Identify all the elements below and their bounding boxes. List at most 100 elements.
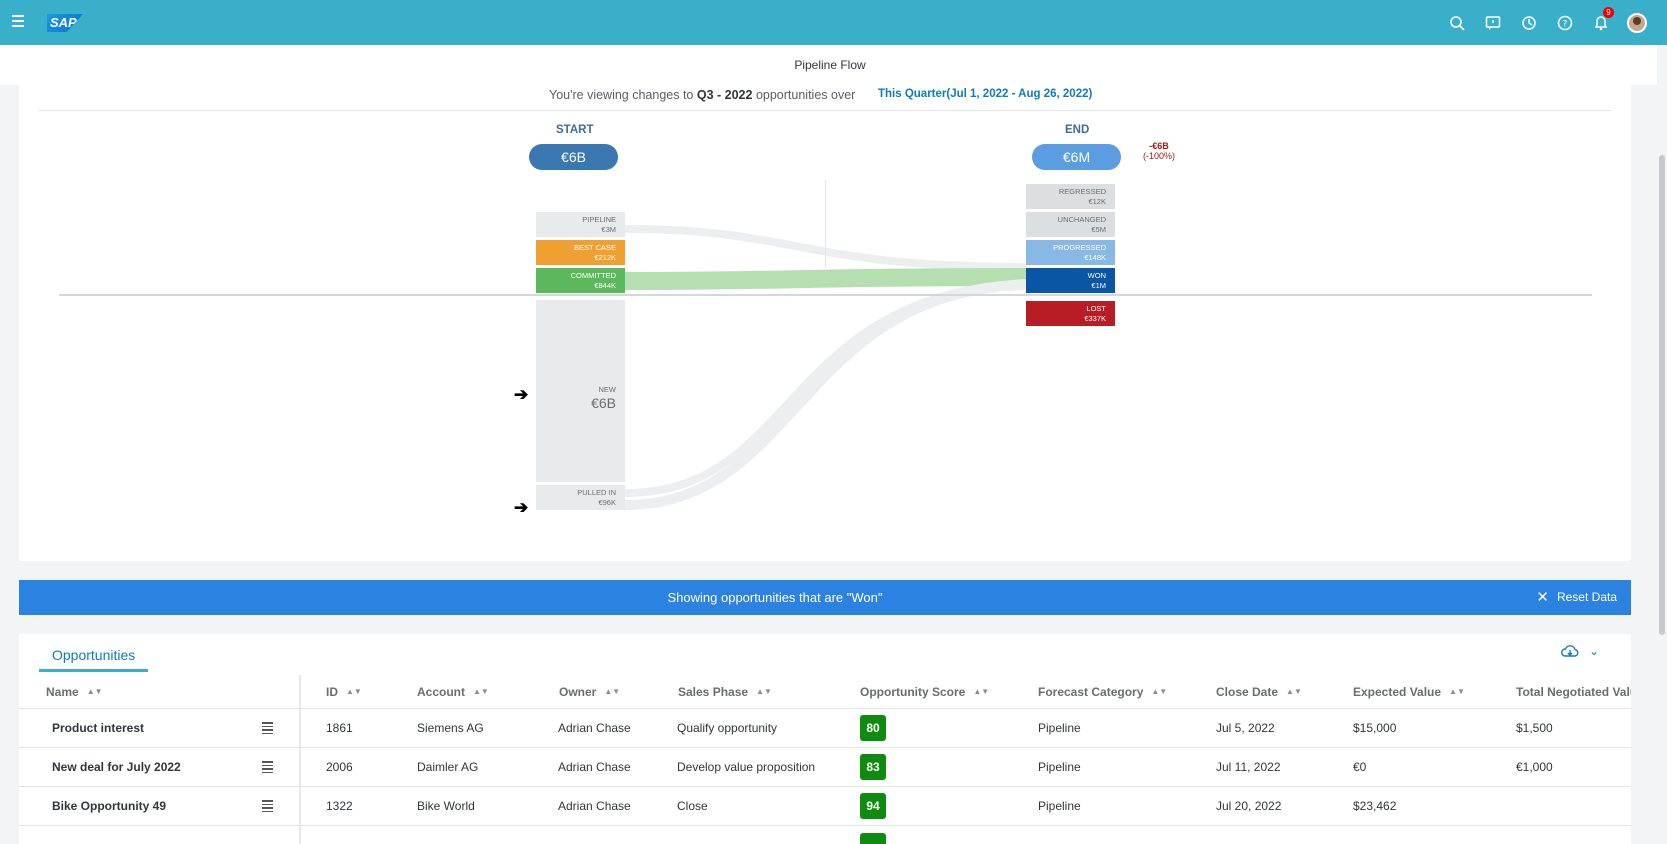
vertical-guide [825,180,826,268]
baseline [59,294,1592,296]
arrow-right-icon: ➔ [514,498,529,517]
flow-pulledin-to-unchanged [624,280,1028,510]
score-badge: 80 [860,715,886,741]
notification-count-badge: 9 [1603,7,1614,18]
sort-icon: ▲▼ [973,687,990,696]
row-name[interactable]: Bike Opportunity 49 [52,799,167,813]
viewing-prefix: You're viewing changes to [549,88,694,102]
notifications-bell-icon[interactable]: 9 [1591,7,1614,32]
table-row[interactable]: Product interest 1861 Siemens AG Adrian … [19,709,1631,748]
column-owner[interactable]: Owner ▲▼ [559,684,621,699]
user-avatar[interactable] [1627,12,1647,33]
column-name[interactable]: Name ▲▼ [46,684,103,699]
row-account: Daimler AG [417,760,479,774]
sort-icon: ▲▼ [1151,687,1168,696]
column-opportunity-score[interactable]: Opportunity Score ▲▼ [860,684,990,699]
node-pulled-in[interactable]: PULLED IN €96K [536,485,625,510]
sort-icon: ▲▼ [756,687,772,696]
row-negotiated-value: €1,000 [1516,760,1553,774]
sap-logo[interactable]: SAP [47,14,83,32]
row-forecast: Pipeline [1038,760,1081,774]
node-progressed[interactable]: PROGRESSED €148K [1026,240,1115,265]
sort-icon: ▲▼ [86,687,103,696]
flow-pipeline-to-unchanged [624,225,1028,271]
fixed-column-divider [299,675,301,844]
row-close-date: Jul 11, 2022 [1216,760,1281,774]
row-name[interactable]: New deal for July 2022 [52,760,181,774]
score-badge [860,833,886,844]
arrow-right-icon: ➔ [514,385,529,404]
chevron-down-icon[interactable]: ⌄ [1588,644,1599,658]
viewing-suffix: opportunities over [755,88,856,102]
row-account: Bike World [417,799,475,813]
node-lost[interactable]: LOST €337K [1026,301,1115,326]
row-id: 1861 [326,721,353,735]
column-close-date[interactable]: Close Date ▲▼ [1216,684,1302,699]
history-icon[interactable] [1519,13,1538,32]
delta-percent: (-100%) [1142,151,1175,161]
filter-message: Showing opportunities that are "Won" [667,590,883,605]
shell-bar: SAP ? 9 [0,0,1667,45]
page-title: Pipeline Flow [0,45,1660,85]
row-owner: Adrian Chase [558,721,631,735]
node-unchanged[interactable]: UNCHANGED €5M [1026,212,1115,237]
flow-committed-to-won [624,268,1028,290]
column-forecast-category[interactable]: Forecast Category ▲▼ [1038,684,1168,699]
viewing-summary: You're viewing changes to Q3 - 2022 oppo… [19,85,1631,111]
opportunities-card: Opportunities ⌄ Name ▲▼ ID ▲▼ Account ▲▼ Ow… [19,634,1631,844]
hamburger-menu-icon[interactable] [12,15,24,29]
flow-links [624,225,1028,510]
reset-data-button[interactable]: ✕ Reset Data [1536,580,1617,615]
download-cloud-icon[interactable] [1560,644,1579,661]
list-details-icon[interactable] [259,709,273,747]
column-total-negotiated-value[interactable]: Total Negotiated Value [1516,684,1631,699]
score-badge: 83 [860,754,886,780]
viewing-period: Q3 - 2022 [696,88,753,102]
column-expected-value[interactable]: Expected Value ▲▼ [1353,684,1465,699]
quarter-period-link[interactable]: This Quarter(Jul 1, 2022 - Aug 26, 2022) [878,88,1093,100]
scrollbar-thumb[interactable] [1659,155,1665,635]
node-pipeline[interactable]: PIPELINE €3M [536,212,625,237]
row-forecast: Pipeline [1038,721,1081,735]
table-row[interactable] [19,826,1631,844]
node-committed[interactable]: COMMITTED €844K [536,268,625,293]
row-sales-phase: Close [677,799,708,813]
row-close-date: Jul 5, 2022 [1216,721,1275,735]
table-row[interactable]: New deal for July 2022 2006 Daimler AG A… [19,748,1631,787]
row-name[interactable]: Product interest [52,721,145,735]
node-won[interactable]: WON €1M [1026,268,1115,293]
column-id[interactable]: ID ▲▼ [326,684,362,699]
feedback-icon[interactable] [1483,13,1502,32]
node-best-case[interactable]: BEST CASE €212K [536,240,625,265]
divider [38,110,1611,111]
flow-new-to-unchanged [624,279,1028,497]
row-close-date: Jul 20, 2022 [1216,799,1282,813]
help-icon[interactable]: ? [1555,13,1574,32]
filter-banner: Showing opportunities that are "Won" ✕ R… [19,580,1631,615]
row-expected-value: €0 [1353,760,1367,774]
tab-opportunities[interactable]: Opportunities [39,634,149,672]
list-details-icon[interactable] [259,787,273,825]
search-icon[interactable] [1447,13,1466,32]
row-negotiated-value: $1,500 [1516,721,1553,735]
row-owner: Adrian Chase [558,799,631,813]
sort-icon: ▲▼ [604,687,621,696]
start-label: START [556,124,594,136]
row-expected-value: $23,462 [1353,799,1397,813]
change-delta: -€6B (-100%) [1129,141,1189,161]
node-regressed[interactable]: REGRESSED €12K [1026,184,1115,209]
column-sales-phase[interactable]: Sales Phase ▲▼ [678,684,772,699]
row-sales-phase: Develop value proposition [677,760,816,774]
column-account[interactable]: Account ▲▼ [417,684,489,699]
sort-icon: ▲▼ [473,687,489,696]
end-total-pill: €6M [1032,144,1121,170]
page-scrollbar[interactable] [1657,45,1667,844]
sort-icon: ▲▼ [1286,687,1302,696]
row-owner: Adrian Chase [558,760,631,774]
end-label: END [1065,124,1090,136]
row-sales-phase: Qualify opportunity [677,721,778,735]
node-new[interactable]: NEW €6B [536,300,625,482]
list-details-icon[interactable] [259,748,273,786]
table-row[interactable]: Bike Opportunity 49 1322 Bike World Adri… [19,787,1631,826]
row-expected-value: $15,000 [1353,721,1397,735]
